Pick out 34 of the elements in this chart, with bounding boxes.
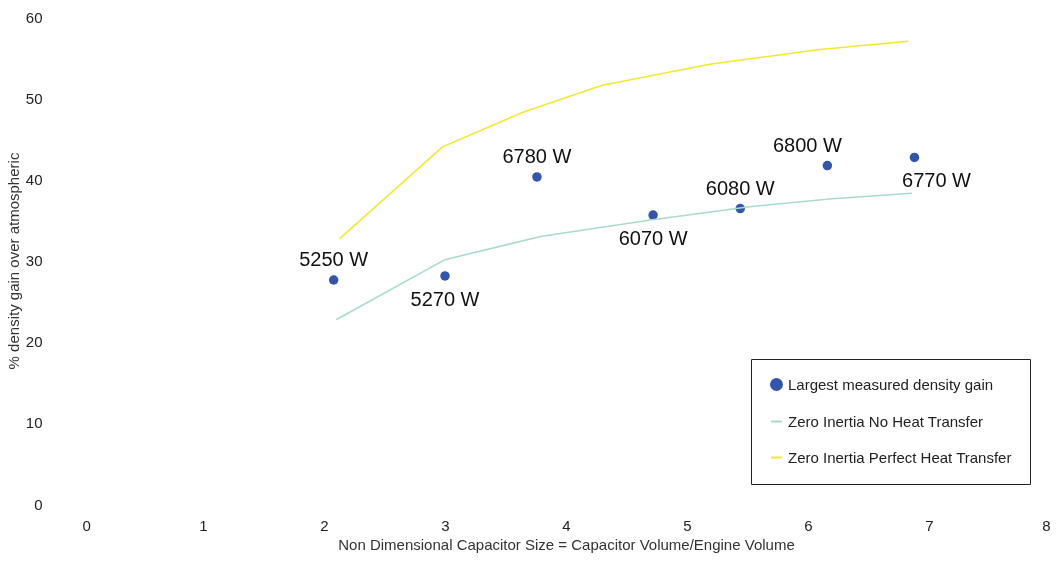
legend-label: Largest measured density gain (788, 375, 994, 393)
x-tick-label: 3 (441, 516, 450, 534)
annotation: 6800 W (772, 133, 842, 156)
y-tick-label: 0 (34, 495, 43, 513)
x-tick-label: 6 (804, 516, 813, 534)
point (440, 271, 450, 281)
point (909, 152, 920, 163)
legend-label: Zero Inertia No Heat Transfer (788, 412, 984, 430)
point (822, 160, 833, 171)
annotation: 5250 W (299, 247, 369, 270)
annotation: 6770 W (902, 169, 972, 192)
annotation: 6080 W (705, 176, 775, 199)
point (532, 172, 542, 182)
x-tick-label: 7 (925, 516, 934, 534)
x-tick-label: 4 (562, 516, 571, 534)
x-tick-label: 1 (199, 516, 208, 534)
x-tick-label: 0 (82, 516, 91, 534)
y-tick-label: 50 (25, 89, 43, 107)
annotation: 6780 W (502, 144, 572, 167)
y-tick-label: 40 (25, 170, 43, 188)
x-tick-label: 8 (1042, 516, 1051, 534)
x-tick-label: 5 (683, 516, 692, 534)
y-tick-label: 10 (25, 414, 43, 432)
y-tick-label: 30 (25, 252, 43, 269)
point (648, 210, 658, 220)
y-tick-label: 20 (25, 333, 43, 351)
legend-label: Zero Inertia Perfect Heat Transfer (788, 448, 1012, 466)
x-tick-label: 2 (320, 516, 329, 534)
y-tick-label: 60 (25, 8, 43, 26)
point (328, 275, 339, 285)
y-axis-title: % density gain over atmospheric (4, 152, 22, 370)
annotation: 6070 W (618, 227, 688, 250)
annotation: 5270 W (410, 287, 480, 310)
x-axis-title: Non Dimensional Capacitor Size = Capacitor Volume/Engine Volume (338, 535, 795, 553)
